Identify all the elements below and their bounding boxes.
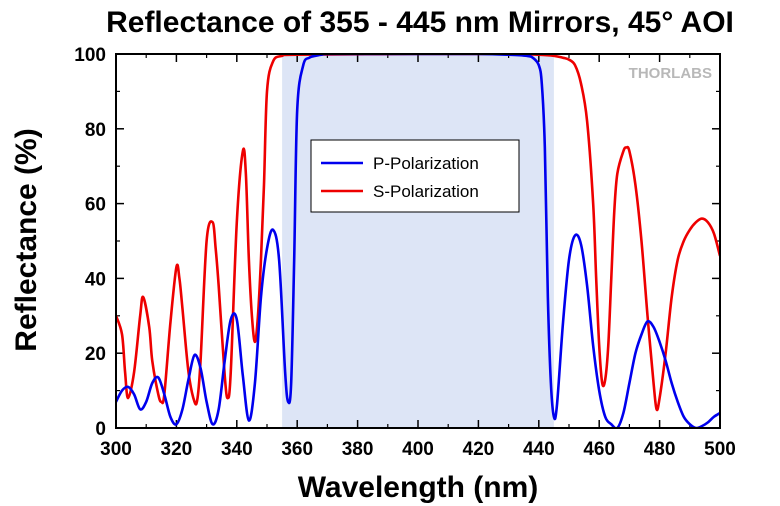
x-tick-label: 500 (704, 439, 736, 460)
p-polarization-line (116, 54, 720, 428)
legend-label: S-Polarization (373, 182, 479, 201)
x-tick-label: 400 (402, 439, 434, 460)
y-tick-label: 80 (85, 120, 106, 141)
legend-label: P-Polarization (373, 154, 479, 173)
y-tick-label: 0 (95, 419, 106, 440)
plot-frame (115, 53, 721, 429)
y-tick-label: 100 (74, 45, 106, 66)
highlight-band (282, 54, 554, 428)
x-tick-label: 460 (583, 439, 615, 460)
y-tick-label: 60 (85, 195, 106, 216)
y-tick-label: 40 (85, 269, 106, 290)
x-tick-label: 300 (100, 439, 132, 460)
legend-box (310, 139, 520, 213)
x-tick-label: 440 (523, 439, 555, 460)
legend: P-Polarization S-Polarization (310, 139, 520, 213)
x-tick-label: 360 (281, 439, 313, 460)
series-lines (116, 54, 720, 428)
grid-and-ticks: 300 320 340 360 380 400 420 440 460 480 500 0 20 40 60… (74, 45, 736, 460)
x-axis-title: Wavelength (nm) (298, 471, 539, 504)
y-axis-title: Reflectance (%) (10, 128, 43, 351)
y-tick-label: 20 (85, 344, 106, 365)
x-tick-label: 480 (644, 439, 676, 460)
x-tick-label: 380 (342, 439, 374, 460)
x-tick-label: 420 (463, 439, 495, 460)
chart-title: Reflectance of 355 - 445 nm Mirrors, 45°… (106, 6, 734, 39)
x-tick-label: 320 (161, 439, 193, 460)
s-polarization-line (116, 54, 720, 412)
x-tick-label: 340 (221, 439, 253, 460)
watermark: THORLABS (629, 65, 712, 82)
